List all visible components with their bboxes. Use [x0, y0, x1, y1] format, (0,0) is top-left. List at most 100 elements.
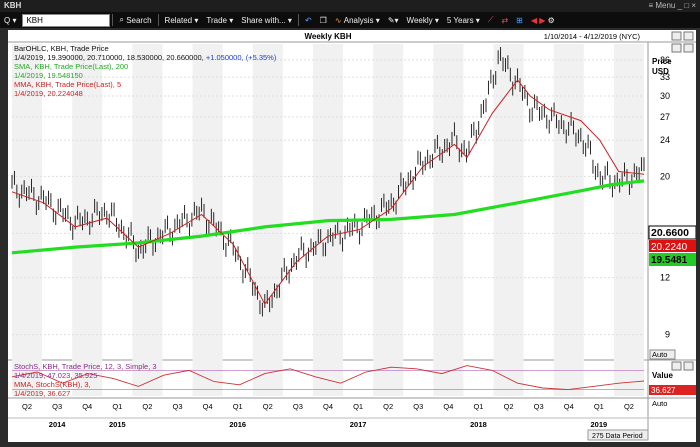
year-label: 2016 [229, 420, 246, 429]
share-label: Share with... [241, 15, 286, 25]
stoch-pane-restore-button[interactable] [671, 361, 682, 371]
sma-badge-text: 19.5481 [651, 255, 688, 266]
divider [157, 14, 159, 26]
price-tick-label: 36 [660, 55, 670, 65]
zoom-button[interactable]: ⊞ [512, 12, 527, 28]
share-menu[interactable]: Share with... ▾ [241, 15, 292, 25]
quarter-label: Q3 [293, 402, 303, 411]
price-axis-unit: USD [652, 67, 669, 76]
chart-area[interactable]: 91215202427303336 Q2Q3Q4Q1Q2Q3Q4Q1Q2Q3Q4… [8, 30, 697, 442]
stoch-legend-title: StochS, KBH, Trade Price, 12, 3, Simple,… [14, 362, 157, 371]
range-label: 5 Years [446, 15, 474, 25]
related-label: Related [164, 15, 193, 25]
period-dropdown[interactable]: Weekly ▾ [406, 15, 439, 25]
price-tick-labels: 91215202427303336 [660, 55, 670, 340]
window-menu[interactable]: ≡ Menu _ □ × [648, 1, 696, 10]
mma-badge-text: 20.2240 [651, 242, 688, 253]
price-tick-label: 9 [665, 330, 670, 340]
mma-5-line [11, 79, 645, 306]
mma-badge [649, 240, 696, 252]
stoch-pane-close-button[interactable] [683, 361, 694, 371]
price-gridlines [12, 59, 644, 336]
symbol-input[interactable]: KBH [22, 13, 111, 27]
toolbar: Q ▾ KBH ⌕ Search Related ▾ Trade ▾ Share… [0, 12, 700, 28]
copy-icon: ❐ [319, 15, 327, 25]
legend-bar-title: BarOHLC, KBH, Trade Price [14, 44, 109, 53]
legend-mma-values: 1/4/2019, 20.224048 [14, 89, 83, 98]
copy-button[interactable]: ❐ [316, 12, 331, 28]
related-menu[interactable]: Related ▾ [164, 15, 199, 25]
legend-mma-title: MMA, KBH, Trade Price(Last), 5 [14, 80, 122, 89]
compare-icon: ⇄ [501, 15, 509, 25]
quarter-label: Q4 [564, 402, 574, 411]
search-button[interactable]: ⌕ Search [115, 12, 155, 28]
pane-restore-button[interactable] [671, 31, 682, 41]
stoch-legend-mma: MMA, StochS(KBH), 3, [14, 380, 91, 389]
quarter-label: Q4 [203, 402, 213, 411]
date-range: 1/10/2014 - 4/12/2019 (NYC) [544, 32, 641, 41]
quarter-label: Q4 [443, 402, 453, 411]
divider [297, 14, 299, 26]
stoch-value-badge-text: 36.627 [651, 386, 676, 395]
price-legend: BarOHLC, KBH, Trade Price 1/4/2019, 19.3… [14, 44, 276, 98]
window-titlebar: KBH ≡ Menu _ □ × [0, 0, 700, 12]
draw-button[interactable]: ✎ ▾ [387, 15, 399, 25]
data-period-box[interactable] [587, 429, 649, 441]
sma-badge [649, 253, 696, 266]
stoch-legend-mma-values: 1/4/2019, 36.627 [14, 389, 71, 398]
price-tick-label: 33 [660, 72, 670, 82]
trade-label: Trade [206, 15, 227, 25]
quarter-label: Q1 [473, 402, 483, 411]
price-pane-close-button[interactable] [683, 43, 694, 53]
divider [112, 14, 114, 26]
undo-icon: ↶ [304, 15, 312, 25]
zoom-icon: ⊞ [516, 15, 523, 25]
period-band [613, 44, 644, 396]
chart-settings-icon: ⚙ [547, 15, 555, 25]
compare-button[interactable]: ⇄ [497, 12, 512, 28]
quarter-label: Q3 [534, 402, 544, 411]
stoch-line [11, 365, 645, 391]
price-auto-button[interactable] [649, 349, 676, 360]
legend-sma-title: SMA, KBH, Trade Price(Last), 200 [14, 62, 129, 71]
nav-icons[interactable]: ◀ ▶ ⚙ [527, 12, 559, 28]
analysis-button[interactable]: ∿ Analysis ▾ [334, 15, 380, 25]
quarter-label: Q3 [413, 402, 423, 411]
stoch-auto-label[interactable]: Auto [652, 399, 667, 408]
stoch-legend: StochS, KBH, Trade Price, 12, 3, Simple,… [14, 362, 157, 398]
price-tick-label: 20 [660, 171, 670, 181]
search-icon: ⌕ [119, 15, 124, 24]
symbol-type-dropdown[interactable]: Q ▾ [4, 15, 17, 25]
window-title: KBH [4, 1, 22, 10]
back-icon: ◀ [530, 15, 537, 25]
price-pane-restore-button[interactable] [671, 43, 682, 53]
quarter-label: Q2 [142, 402, 152, 411]
stochastic-pane [11, 365, 645, 391]
period-band [132, 44, 163, 396]
data-period-label[interactable]: 275 Data Period [592, 433, 643, 440]
year-label: 2018 [470, 420, 487, 429]
chart-svg[interactable]: 91215202427303336 Q2Q3Q4Q1Q2Q3Q4Q1Q2Q3Q4… [8, 30, 697, 442]
quarter-label: Q1 [233, 402, 243, 411]
undo-button[interactable]: ↶ [301, 12, 316, 28]
legend-bar-row: 1/4/2019, 19.390000, 20.710000, 18.53000… [14, 53, 276, 62]
menu-label[interactable]: Menu [655, 1, 676, 10]
chart-style-button[interactable]: ⟋ [484, 12, 498, 28]
forward-icon: ▶ [539, 15, 546, 25]
period-band [12, 44, 43, 396]
price-tick-label: 24 [660, 135, 670, 145]
quarter-label: Q3 [52, 402, 62, 411]
legend-bar-change: +1.050000, (+5.35%) [205, 53, 277, 62]
price-tick-label: 30 [660, 91, 670, 101]
price-auto-label[interactable]: Auto [652, 350, 667, 359]
pane-close-button[interactable] [683, 31, 694, 41]
line-chart-icon: ⟋ [487, 15, 494, 24]
chart-title: Weekly KBH [305, 32, 352, 41]
year-label: 2014 [49, 420, 67, 429]
year-label: 2019 [591, 420, 608, 429]
trade-menu[interactable]: Trade ▾ [206, 15, 234, 25]
x-axis-labels: Q2 Q3 Q4 Q1 Q2 Q3 Q4 Q1 Q2 Q3 Q4 Q1 Q2 Q3 Q4 Q1 Q2 Q3 Q4 Q1… [22, 402, 634, 429]
range-dropdown[interactable]: 5 Years ▾ [446, 15, 480, 25]
period-band [433, 44, 464, 396]
sma-200-line [11, 179, 645, 255]
